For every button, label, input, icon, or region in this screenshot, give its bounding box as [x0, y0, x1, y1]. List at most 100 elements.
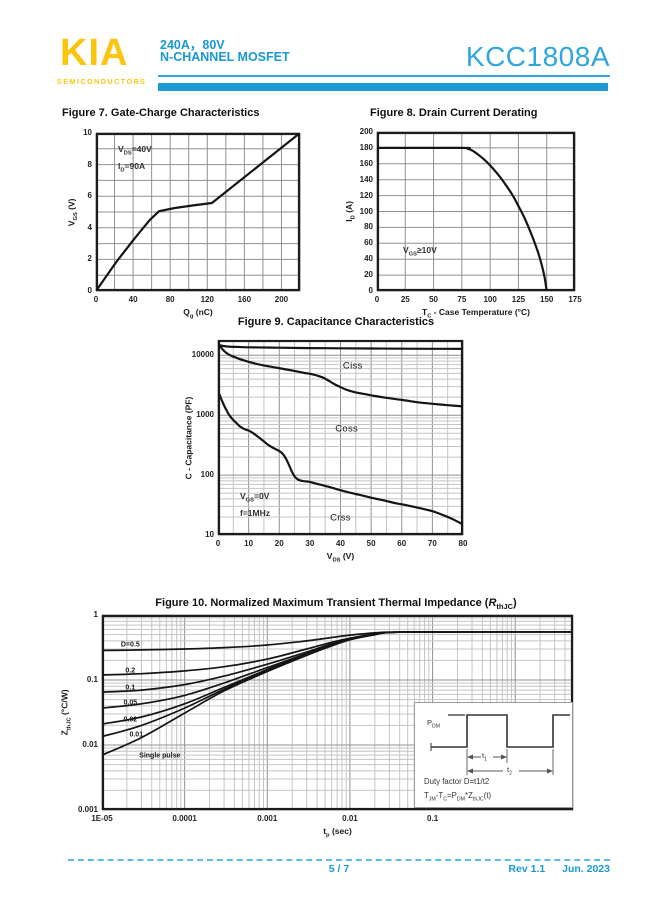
x-tick-label: 175 [568, 295, 582, 304]
y-tick-label: 180 [359, 142, 373, 152]
y-tick-label: 4 [87, 222, 92, 232]
figure7-gate-charge-chart: 0 40 80 120 160 200 0 2 4 6 8 10 Qg (nC) VGS (V) VDS=4… [67, 128, 301, 320]
x-tick-label: 50 [366, 539, 376, 548]
curve-label: 0.2 [125, 667, 136, 675]
fig7-plot-svg [95, 132, 301, 292]
curve-crss [218, 390, 463, 526]
y-tick-label: 10000 [191, 350, 214, 360]
curve-label: 0.01 [129, 731, 144, 738]
fig9-plot-svg [217, 339, 464, 536]
x-tick-label: 30 [305, 539, 315, 548]
footer-date: Jun. 2023 [562, 863, 610, 875]
y-axis-label: C - Capacitance (PF) [183, 396, 193, 479]
x-axis-label: tp (sec) [323, 826, 352, 839]
x-tick-label: 0.1 [427, 814, 439, 823]
x-tick-label: 50 [429, 295, 439, 304]
x-axis-label: TC - Case Temperature (°C) [421, 307, 531, 320]
y-tick-label: 80 [364, 222, 373, 232]
t1-label: t1 [481, 751, 488, 763]
y-axis-label: VGS (V) [66, 198, 80, 226]
test-conditions-annotation: VGS≥10V [403, 245, 437, 258]
y-tick-label: 2 [87, 254, 92, 264]
y-tick-label: 1000 [196, 410, 214, 420]
y-tick-label: 200 [359, 127, 373, 136]
y-tick-label: 1 [93, 610, 98, 619]
x-tick-label: 0 [215, 539, 221, 548]
figure9-capacitance-chart: 0 10 20 30 40 50 60 70 80 10 100 1000 10000 VDS (V) C … [183, 339, 467, 564]
y-tick-label: 100 [200, 470, 214, 480]
curve-single-pulse [102, 630, 573, 756]
figure10-title: Figure 10. Normalized Maximum Transient … [155, 597, 517, 612]
curve-coss [218, 341, 463, 408]
curve-label: Ciss [342, 360, 363, 372]
pdm-waveform [430, 714, 570, 775]
curve-id-derating [377, 146, 548, 291]
x-tick-label: 200 [274, 295, 289, 304]
x-tick-label: 0.001 [257, 814, 278, 823]
curve-ciss [218, 344, 463, 350]
header-rule-thin [158, 75, 610, 77]
y-axis-label: ZthJC (°C/W) [59, 689, 73, 736]
curve-label: 0.1 [125, 684, 136, 692]
curve-label: Single pulse [139, 752, 181, 760]
y-tick-label: 100 [359, 206, 373, 216]
header-rule-thick [158, 83, 608, 91]
device-type: N-CHANNEL MOSFET [160, 50, 290, 64]
x-tick-label: 1E-05 [91, 814, 113, 823]
x-tick-label: 0 [93, 295, 99, 304]
footer-page-number: 5 / 7 [328, 863, 350, 875]
curve-label: D=0.5 [120, 641, 140, 649]
y-tick-label: 10 [83, 128, 92, 137]
curve-label: Coss [335, 423, 359, 435]
figure8-derating-chart: 0 25 50 75 100 125 150 175 0 20 40 60 80 100 120 140 160… [344, 127, 582, 320]
y-tick-label: 120 [359, 190, 373, 200]
x-tick-label: 120 [200, 295, 214, 304]
y-tick-label: 60 [364, 238, 373, 248]
x-tick-label: 75 [457, 295, 467, 304]
curve-label: 0.02 [123, 716, 138, 724]
y-tick-label: 0.01 [82, 740, 98, 749]
y-tick-label: 20 [364, 270, 373, 280]
x-tick-label: 60 [397, 539, 407, 548]
y-tick-label: 0 [368, 286, 373, 295]
footer-rev-label: Rev 1.1 [508, 863, 546, 875]
x-tick-label: 125 [511, 295, 526, 304]
x-tick-label: 0.0001 [172, 814, 197, 823]
kia-logo: KIA [60, 32, 129, 74]
figure10-thermal-chart: PDM t1 t2 Duty factor D=t1/t2 TJM-TC=PDM… [60, 610, 574, 839]
thermal-equation-note: TJM-TC=PDM*ZthJC(t) [424, 791, 492, 803]
fig8-plot-svg [376, 131, 576, 292]
test-conditions-annotation: VGS=0V f=1MHz [240, 491, 270, 519]
y-tick-label: 0 [87, 286, 92, 295]
figure7-title: Figure 7. Gate-Charge Characteristics [62, 107, 260, 119]
x-tick-label: 25 [400, 295, 410, 304]
y-axis-label: ID (A) [343, 201, 357, 222]
y-tick-label: 140 [359, 174, 373, 184]
x-axis-label: VDS (V) [326, 551, 355, 564]
footer-revision: Rev 1.1 Jun. 2023 [508, 863, 610, 875]
x-tick-label: 100 [483, 295, 497, 304]
x-tick-label: 40 [336, 539, 345, 548]
x-tick-label: 20 [274, 539, 284, 548]
curve-label: Crss [330, 512, 351, 524]
curve-label: 0.05 [123, 699, 138, 707]
x-tick-label: 0.01 [342, 814, 358, 823]
duty-factor-note: Duty factor D=t1/t2 [424, 777, 490, 786]
x-tick-label: 10 [244, 539, 254, 548]
pdm-label: PDM [426, 718, 441, 730]
x-tick-label: 40 [128, 295, 138, 304]
figure8-title: Figure 8. Drain Current Derating [370, 107, 538, 119]
y-tick-label: 160 [359, 158, 373, 168]
x-tick-label: 80 [458, 539, 468, 548]
y-tick-label: 10 [205, 530, 214, 539]
x-tick-label: 70 [427, 539, 437, 548]
curve-vgs-vs-qg [96, 133, 300, 291]
t2-label: t2 [506, 765, 513, 777]
x-tick-label: 150 [540, 295, 554, 304]
y-tick-label: 0.001 [77, 805, 98, 814]
x-axis-label: Qg (nC) [183, 307, 213, 320]
figure9-title: Figure 9. Capacitance Characteristics [237, 316, 435, 328]
x-tick-label: 160 [237, 295, 252, 304]
test-conditions-annotation: VDS=40V ID=90A [118, 144, 152, 174]
